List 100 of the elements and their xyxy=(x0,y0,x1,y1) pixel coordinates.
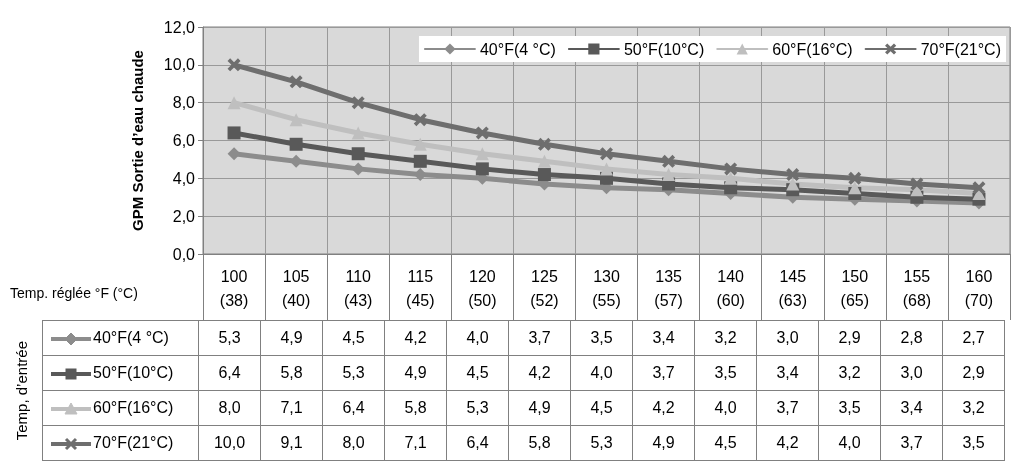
data-label: 5,3 xyxy=(446,390,509,426)
text: 40°F(4 °C) xyxy=(93,329,169,346)
x-tick-label: 160 (70) xyxy=(964,267,994,309)
point xyxy=(724,171,738,185)
data-label: 4,0 xyxy=(446,320,509,356)
data-label: 4,5 xyxy=(322,320,385,356)
data-label: 4,0 xyxy=(694,390,757,426)
x-tick-label: 145 (63) xyxy=(778,267,807,309)
point xyxy=(351,147,365,161)
x-tick-label: 105 (40) xyxy=(281,267,311,309)
point xyxy=(351,96,365,110)
data-label: 3,4 xyxy=(880,390,943,426)
data-label: 2,9 xyxy=(942,355,1005,391)
text: Temp, d’entrée xyxy=(12,340,30,441)
x-tick-label: 125 (52) xyxy=(530,267,559,309)
data-label: 8,0 xyxy=(322,425,385,461)
point xyxy=(351,126,365,140)
point xyxy=(537,154,551,168)
point xyxy=(289,75,303,89)
data-label: 4,9 xyxy=(632,425,695,461)
point xyxy=(413,137,427,151)
data-label: 10,0 xyxy=(198,425,261,461)
data-label: 9,1 xyxy=(260,425,323,461)
point xyxy=(227,126,241,140)
data-label: 2,8 xyxy=(880,320,943,356)
point xyxy=(786,177,800,191)
data-label: 4,2 xyxy=(756,425,819,461)
data-label: 4,2 xyxy=(508,355,571,391)
legend-label: 40°F(4 °C) xyxy=(479,40,556,58)
data-label: 4,5 xyxy=(570,390,633,426)
x-tick-label: 140 (60) xyxy=(716,267,745,309)
data-label: 2,9 xyxy=(818,320,881,356)
data-label: 3,5 xyxy=(694,355,757,391)
data-label: 3,4 xyxy=(632,320,695,356)
y-axis-title: GPM Sortie d’eau chaude xyxy=(129,50,146,231)
data-label: 5,8 xyxy=(384,390,447,426)
point xyxy=(475,162,489,176)
point xyxy=(662,154,676,168)
point xyxy=(413,113,427,127)
x-tick-label: 155 (68) xyxy=(902,267,932,309)
point xyxy=(227,147,241,161)
x-tick-label: 100 (38) xyxy=(219,267,249,309)
legend-label: 70°F(21°C) xyxy=(920,40,1001,58)
x-tick-label: 130 (55) xyxy=(592,267,621,309)
x-tick-label: 110 (43) xyxy=(343,267,373,309)
data-label: 4,0 xyxy=(818,425,881,461)
point xyxy=(289,113,303,127)
point xyxy=(662,168,676,182)
point xyxy=(972,181,986,195)
data-label: 3,7 xyxy=(880,425,943,461)
data-label: 5,8 xyxy=(508,425,571,461)
data-label: 3,0 xyxy=(756,320,819,356)
x-axis-title: Temp. réglée °F (°C) xyxy=(10,285,138,301)
point xyxy=(537,168,551,182)
point xyxy=(413,168,427,182)
data-label: 5,8 xyxy=(260,355,323,391)
data-label: 3,4 xyxy=(756,355,819,391)
data-label: 3,5 xyxy=(942,425,1005,461)
data-label: 3,7 xyxy=(756,390,819,426)
data-label: 6,4 xyxy=(322,390,385,426)
text: 60°F(16°C) xyxy=(93,399,174,416)
data-label: 4,5 xyxy=(446,355,509,391)
data-label: 3,0 xyxy=(880,355,943,391)
point xyxy=(289,137,303,151)
text: 50°F(10°C) xyxy=(93,364,174,381)
data-label: 4,9 xyxy=(384,355,447,391)
point xyxy=(413,154,427,168)
data-label: 4,2 xyxy=(384,320,447,356)
y-tick-label: 12,0 xyxy=(163,18,196,36)
data-label: 3,5 xyxy=(818,390,881,426)
point xyxy=(848,181,862,195)
point xyxy=(475,126,489,140)
data-label: 4,9 xyxy=(508,390,571,426)
point xyxy=(289,154,303,168)
legend-label: 60°F(16°C) xyxy=(772,40,853,58)
data-label: 3,2 xyxy=(694,320,757,356)
data-label: 4,2 xyxy=(632,390,695,426)
point xyxy=(537,137,551,151)
text: 70°F(21°C) xyxy=(93,434,174,451)
data-label: 8,0 xyxy=(198,390,261,426)
point xyxy=(724,162,738,176)
x-tick-label: 115 (45) xyxy=(406,267,435,309)
y-tick-label: 2,0 xyxy=(172,207,196,225)
point xyxy=(600,147,613,161)
data-label: 5,3 xyxy=(198,320,261,356)
x-tick-label: 150 (65) xyxy=(840,267,870,309)
point xyxy=(600,162,613,176)
y-tick-label: 6,0 xyxy=(172,132,196,149)
point xyxy=(227,96,241,110)
data-label: 4,5 xyxy=(694,425,757,461)
y-tick-label: 4,0 xyxy=(172,169,196,187)
data-label: 7,1 xyxy=(384,425,447,461)
data-label: 2,7 xyxy=(942,320,1005,356)
data-label: 3,2 xyxy=(942,390,1005,426)
y-tick-label: 10,0 xyxy=(163,56,196,74)
y-tick-label: 8,0 xyxy=(172,94,196,112)
point xyxy=(351,162,365,176)
point xyxy=(910,177,924,191)
point xyxy=(475,147,489,161)
legend-label: 50°F(10°C) xyxy=(623,40,705,58)
